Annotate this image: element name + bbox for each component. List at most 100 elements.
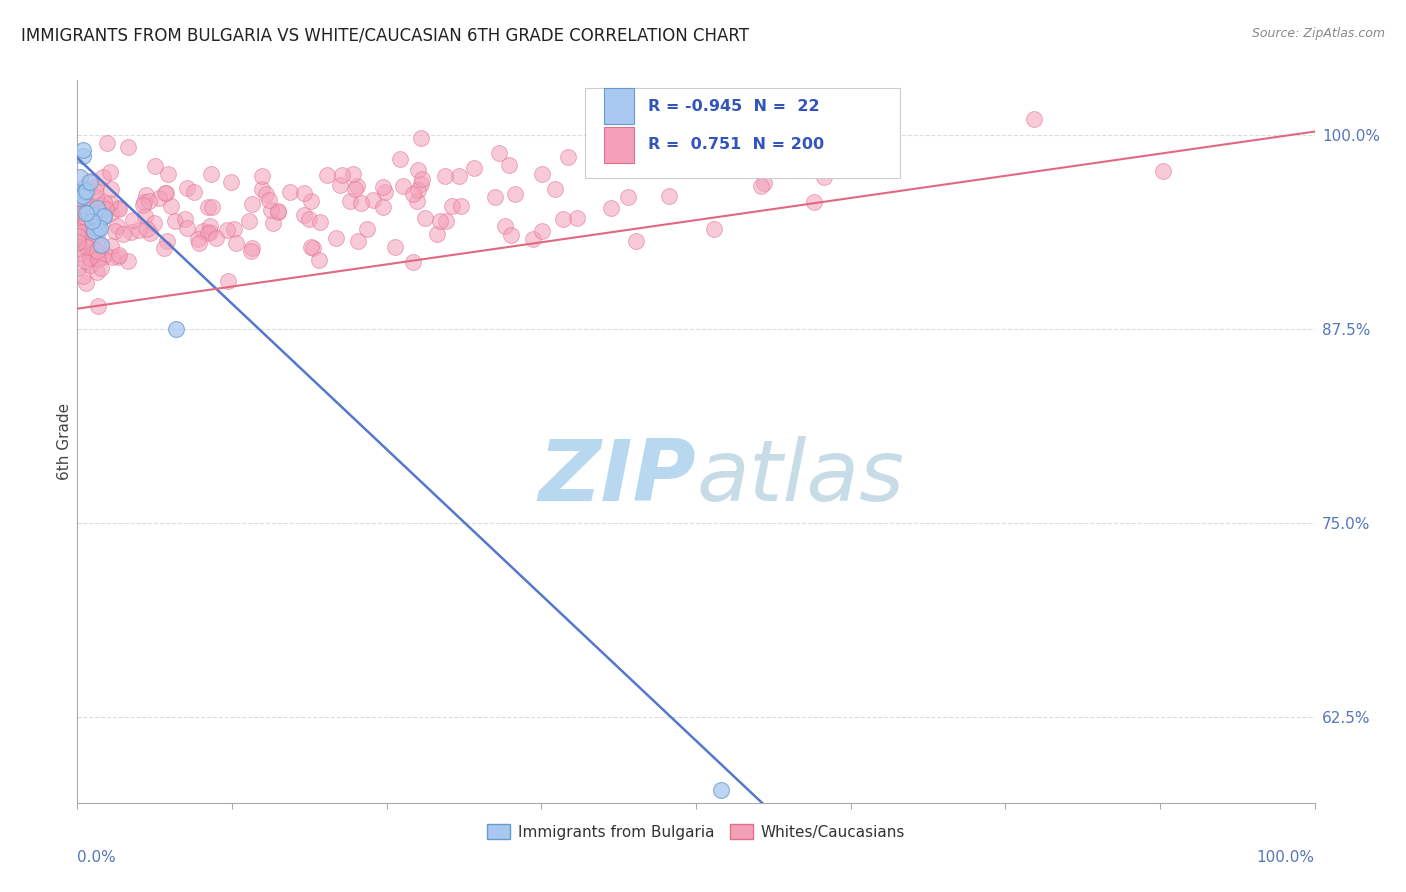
Point (302, 242, 325, 256)
Point (72, 269, 94, 284)
Point (257, 193, 280, 207)
Point (411, 177, 433, 191)
Point (108, 202, 131, 216)
Point (434, 214, 457, 228)
Point (217, 274, 239, 288)
Point (406, 162, 429, 177)
Text: R = -0.945  N =  22: R = -0.945 N = 22 (648, 99, 820, 114)
Point (66, 199, 89, 213)
Point (308, 252, 330, 267)
Point (157, 167, 180, 181)
Point (67, 235, 90, 249)
Point (225, 235, 247, 250)
Point (389, 152, 412, 166)
Point (316, 169, 339, 183)
Point (67, 191, 90, 205)
Point (66, 197, 89, 211)
Point (733, 155, 755, 169)
Point (278, 185, 301, 199)
Point (70, 228, 93, 243)
Text: 100.0%: 100.0% (1257, 850, 1315, 864)
Point (75, 277, 97, 291)
Point (371, 200, 394, 214)
Point (343, 182, 366, 196)
Point (84, 190, 107, 204)
Point (108, 248, 131, 262)
Point (813, 170, 835, 185)
Point (142, 216, 165, 230)
Point (75, 213, 97, 227)
Point (408, 183, 430, 197)
Point (217, 223, 239, 237)
Point (76, 199, 98, 213)
Point (79, 258, 101, 272)
Point (749, 179, 772, 194)
Point (132, 198, 155, 212)
Point (201, 201, 224, 215)
Point (557, 150, 579, 164)
Point (240, 197, 263, 211)
Point (450, 199, 472, 213)
Point (267, 204, 290, 219)
Point (262, 216, 284, 230)
Point (83, 224, 105, 238)
Point (1152, 163, 1174, 178)
Point (200, 219, 222, 233)
Point (134, 210, 156, 224)
Point (187, 235, 209, 250)
Point (122, 213, 145, 227)
Point (82, 223, 104, 237)
Point (70, 225, 93, 239)
Point (105, 219, 128, 233)
Point (84, 179, 107, 194)
Point (100, 182, 122, 196)
Point (292, 208, 315, 222)
Point (425, 227, 447, 241)
Point (347, 234, 370, 248)
Point (86, 227, 108, 242)
Point (219, 175, 242, 189)
Point (153, 186, 176, 200)
Point (501, 227, 523, 242)
Point (298, 211, 321, 226)
Point (156, 235, 179, 249)
Point (429, 214, 451, 228)
Point (82, 207, 104, 221)
Point (104, 223, 127, 237)
Point (120, 225, 142, 239)
Point (342, 167, 364, 181)
Point (346, 178, 368, 193)
Point (77, 218, 100, 232)
Point (136, 222, 159, 236)
Point (309, 215, 332, 229)
Point (134, 194, 156, 209)
Point (463, 161, 485, 176)
Point (530, 167, 553, 181)
FancyBboxPatch shape (605, 88, 634, 124)
Point (89, 206, 111, 220)
Point (93, 194, 115, 209)
Point (165, 322, 187, 336)
Point (373, 180, 395, 194)
Point (163, 214, 186, 228)
Point (440, 199, 463, 213)
Point (76, 184, 98, 198)
Point (434, 169, 457, 183)
Point (703, 221, 725, 235)
Point (91, 210, 114, 224)
Point (128, 222, 150, 236)
Point (84, 213, 107, 227)
Point (87, 299, 110, 313)
Point (361, 193, 384, 207)
Point (176, 221, 198, 235)
Point (176, 180, 198, 194)
Point (292, 186, 315, 200)
Point (160, 199, 183, 213)
Point (79, 252, 101, 266)
Point (66, 224, 89, 238)
Point (139, 227, 162, 241)
Point (79, 175, 101, 189)
Point (67, 260, 90, 275)
Point (155, 186, 177, 201)
Point (617, 190, 640, 204)
